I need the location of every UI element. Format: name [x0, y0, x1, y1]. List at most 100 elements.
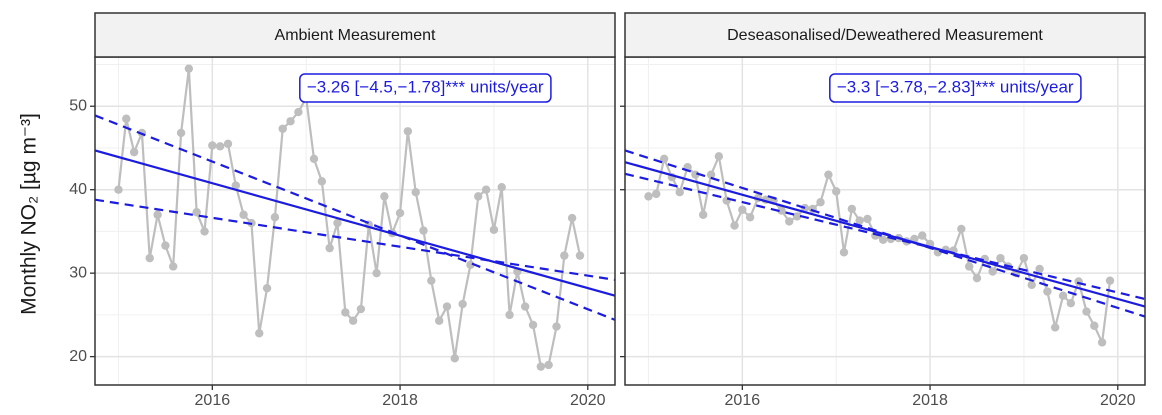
- data-point: [434, 316, 444, 325]
- data-point: [270, 213, 280, 222]
- data-point: [957, 224, 966, 234]
- data-point: [730, 221, 739, 230]
- data-point: [855, 216, 864, 225]
- data-line: [117, 68, 582, 368]
- data-point: [192, 208, 201, 217]
- data-point: [544, 360, 553, 370]
- y-tick-label: 20: [69, 348, 87, 365]
- data-point: [1082, 307, 1091, 316]
- annotation: −3.26 [−4.5,−1.78]*** units/year: [307, 77, 544, 96]
- data-point: [255, 329, 264, 338]
- data-point: [1027, 280, 1036, 290]
- x-tick-label: 2018: [912, 392, 948, 409]
- trend-line: [94, 149, 616, 297]
- data-point: [792, 212, 802, 221]
- data-point: [863, 214, 872, 224]
- data-point: [1043, 287, 1052, 296]
- data-point: [286, 117, 295, 126]
- data-point: [153, 210, 162, 219]
- facet-title: Deseasonalised/Deweathered Measurement: [727, 27, 1043, 44]
- data-point: [411, 188, 420, 197]
- data-point: [1035, 264, 1044, 274]
- data-point: [996, 253, 1005, 263]
- data-point: [223, 139, 233, 148]
- data-point: [497, 182, 506, 192]
- data-point: [831, 187, 841, 196]
- data-point: [964, 262, 974, 271]
- data-point: [474, 192, 483, 201]
- data-point: [847, 204, 857, 214]
- data-point: [372, 268, 381, 278]
- data-point: [560, 251, 569, 260]
- data-point: [722, 196, 731, 205]
- data-point: [745, 213, 755, 222]
- data-point: [644, 192, 653, 201]
- trend-ci-line: [624, 149, 1146, 318]
- data-point: [348, 316, 358, 325]
- plot-background: [625, 57, 1145, 385]
- data-point: [294, 107, 303, 117]
- data-point: [575, 251, 585, 260]
- data-point: [309, 154, 319, 164]
- data-point: [1097, 338, 1107, 347]
- data-point: [442, 302, 452, 311]
- data-point: [1066, 299, 1076, 308]
- annotation: −3.3 [−3.78,−2.83]*** units/year: [837, 77, 1074, 96]
- y-axis-label: Monthly NO₂ [µg m⁻³]: [18, 113, 41, 315]
- data-point: [659, 154, 669, 164]
- facet-strip: [94, 12, 616, 58]
- data-point: [481, 185, 491, 194]
- data-point: [1050, 323, 1060, 332]
- data-point: [839, 248, 849, 257]
- data-point: [1058, 291, 1068, 300]
- data-point: [528, 320, 538, 330]
- data-point: [317, 177, 327, 186]
- annotation-box: [829, 73, 1082, 103]
- data-point: [878, 235, 888, 244]
- data-point: [458, 299, 467, 309]
- y-tick-label: 50: [69, 97, 87, 114]
- data-point: [1019, 253, 1029, 263]
- data-point: [208, 141, 217, 150]
- data-point: [231, 181, 240, 190]
- data-point: [168, 262, 178, 271]
- data-point: [698, 210, 708, 219]
- data-point: [333, 218, 342, 228]
- data-point: [675, 188, 684, 197]
- data-point: [176, 128, 186, 138]
- data-point: [161, 241, 170, 250]
- data-point: [824, 170, 833, 179]
- data-point: [714, 152, 724, 161]
- data-point: [341, 308, 350, 317]
- data-point: [988, 267, 997, 276]
- data-point: [427, 276, 436, 285]
- data-point: [184, 64, 194, 73]
- data-point: [239, 210, 248, 219]
- data-point: [1090, 321, 1099, 330]
- trend-ci-line: [94, 198, 616, 281]
- x-tick-label: 2018: [382, 392, 418, 409]
- y-tick-label: 40: [69, 181, 87, 198]
- data-point: [262, 283, 272, 293]
- data-point: [1105, 276, 1115, 285]
- data-point: [918, 231, 927, 240]
- data-point: [122, 114, 131, 123]
- plot-background: [95, 57, 615, 385]
- data-point: [325, 243, 334, 253]
- y-tick-label: 30: [69, 264, 87, 281]
- data-point: [489, 225, 499, 234]
- x-tick-label: 2016: [725, 392, 761, 409]
- data-point: [395, 208, 405, 218]
- data-point: [380, 192, 389, 201]
- data-point: [450, 354, 459, 363]
- data-point: [816, 198, 825, 207]
- data-point: [972, 273, 982, 283]
- annotation-box: [299, 73, 552, 103]
- data-point: [356, 304, 366, 314]
- data-point: [278, 124, 287, 133]
- x-tick-label: 2020: [570, 392, 606, 409]
- x-tick-label: 2020: [1100, 392, 1136, 409]
- data-point: [129, 147, 139, 157]
- trend-ci-line: [94, 114, 616, 321]
